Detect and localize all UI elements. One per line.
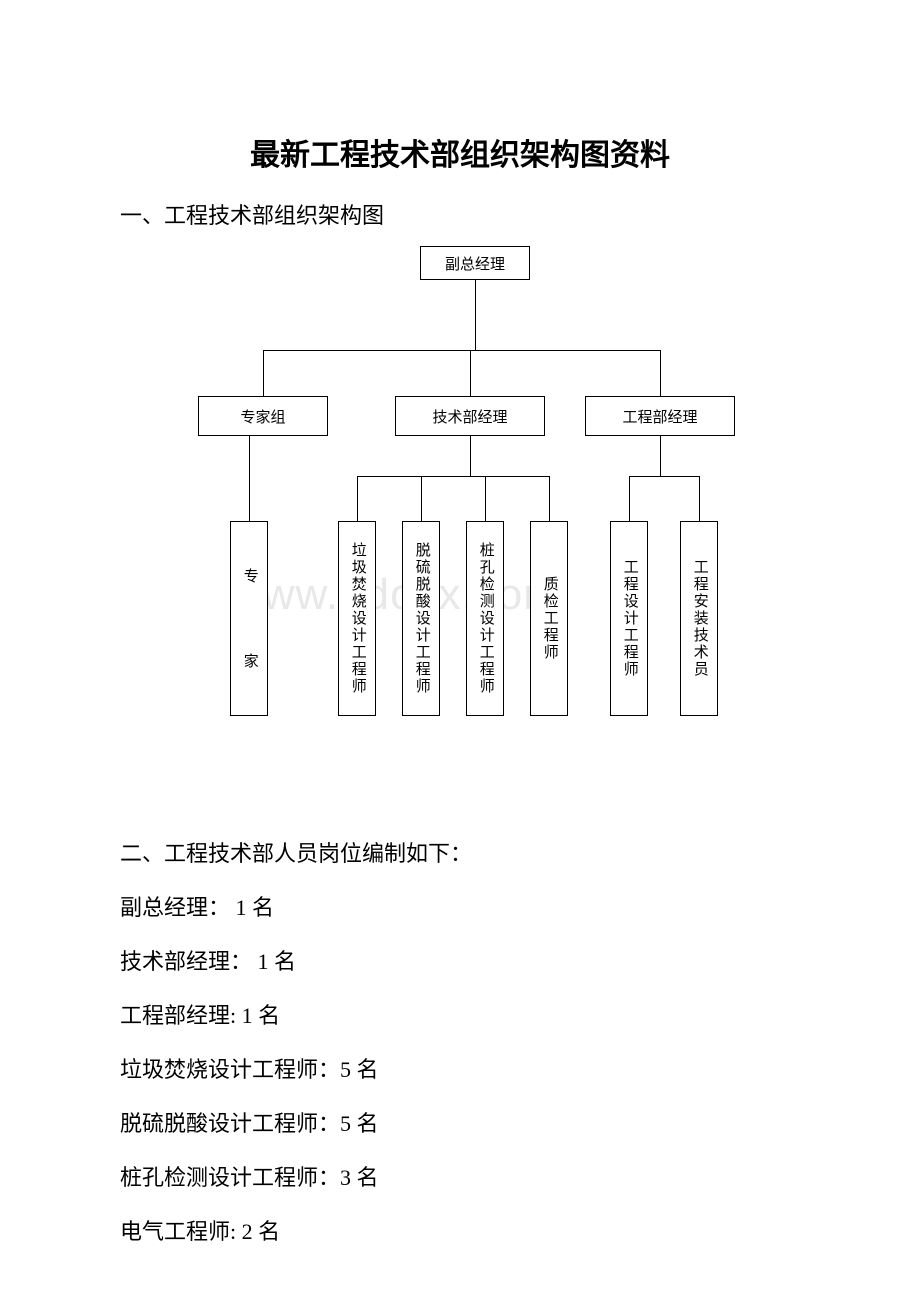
node-pile-engineer: 桩孔检测设计工程师 [466,521,504,716]
role-label: 脱硫脱酸设计工程师： [120,1111,340,1136]
node-experts-group: 专家组 [198,396,328,436]
node-label: 工程安装技术员 [689,559,709,678]
node-eng-manager: 工程部经理 [585,396,735,436]
staffing-item: 脱硫脱酸设计工程师：5 名 [120,1106,800,1138]
staffing-item: 垃圾焚烧设计工程师：5 名 [120,1052,800,1084]
connector [699,476,700,521]
node-label: 垃圾焚烧设计工程师 [347,542,367,695]
role-label: 桩孔检测设计工程师： [120,1165,340,1190]
role-label: 副总经理： [120,895,230,920]
org-chart: 副总经理 专家组 技术部经理 工程部经理 [140,246,820,716]
connector [249,436,250,521]
connector [475,280,476,350]
role-label: 电气工程师: [120,1219,236,1244]
node-label: 脱硫脱酸设计工程师 [411,542,431,695]
staffing-item: 技术部经理： 1 名 [120,944,800,976]
node-expert: 专 家 [230,521,268,716]
connector [470,436,471,476]
node-tech-manager: 技术部经理 [395,396,545,436]
page-content: 最新工程技术部组织架构图资料 一、工程技术部组织架构图 副总经理 专家组 技术部… [0,0,920,1246]
staffing-section: 二、工程技术部人员岗位编制如下： 副总经理： 1 名 技术部经理： 1 名 工程… [120,836,800,1246]
section1-title: 一、工程技术部组织架构图 [120,198,800,230]
node-design-engineer: 工程设计工程师 [610,521,648,716]
section2-title: 二、工程技术部人员岗位编制如下： [120,836,800,868]
node-label: 桩孔检测设计工程师 [475,542,495,695]
staffing-item: 电气工程师: 2 名 [120,1214,800,1246]
connector [660,350,661,396]
role-label: 技术部经理： [120,949,252,974]
node-root: 副总经理 [420,246,530,280]
connector [660,436,661,476]
node-label: 技术部经理 [432,406,507,427]
count-label: 5 名 [340,1111,379,1136]
staffing-item: 桩孔检测设计工程师：3 名 [120,1160,800,1192]
staffing-item: 副总经理： 1 名 [120,890,800,922]
main-title: 最新工程技术部组织架构图资料 [120,130,800,174]
connector [470,350,471,396]
connector [549,476,550,521]
node-label: 工程部经理 [622,406,697,427]
connector [357,476,358,521]
connector [485,476,486,521]
count-label: 5 名 [340,1057,379,1082]
connector [629,476,630,521]
count-label: 1 名 [236,1003,280,1028]
staffing-item: 工程部经理: 1 名 [120,998,800,1030]
node-waste-engineer: 垃圾焚烧设计工程师 [338,521,376,716]
node-label: 专 家 [239,568,259,670]
node-label: 质检工程师 [539,576,559,661]
count-label: 1 名 [252,949,296,974]
connector [421,476,422,521]
role-label: 垃圾焚烧设计工程师： [120,1057,340,1082]
node-label: 工程设计工程师 [619,559,639,678]
node-label: 副总经理 [445,253,505,274]
connector [263,350,660,351]
connector [263,350,264,396]
count-label: 2 名 [236,1219,280,1244]
count-label: 1 名 [230,895,274,920]
node-desulfur-engineer: 脱硫脱酸设计工程师 [402,521,440,716]
node-install-tech: 工程安装技术员 [680,521,718,716]
node-label: 专家组 [240,406,285,427]
node-qc-engineer: 质检工程师 [530,521,568,716]
connector [357,476,549,477]
role-label: 工程部经理: [120,1003,236,1028]
count-label: 3 名 [340,1165,379,1190]
connector [629,476,699,477]
